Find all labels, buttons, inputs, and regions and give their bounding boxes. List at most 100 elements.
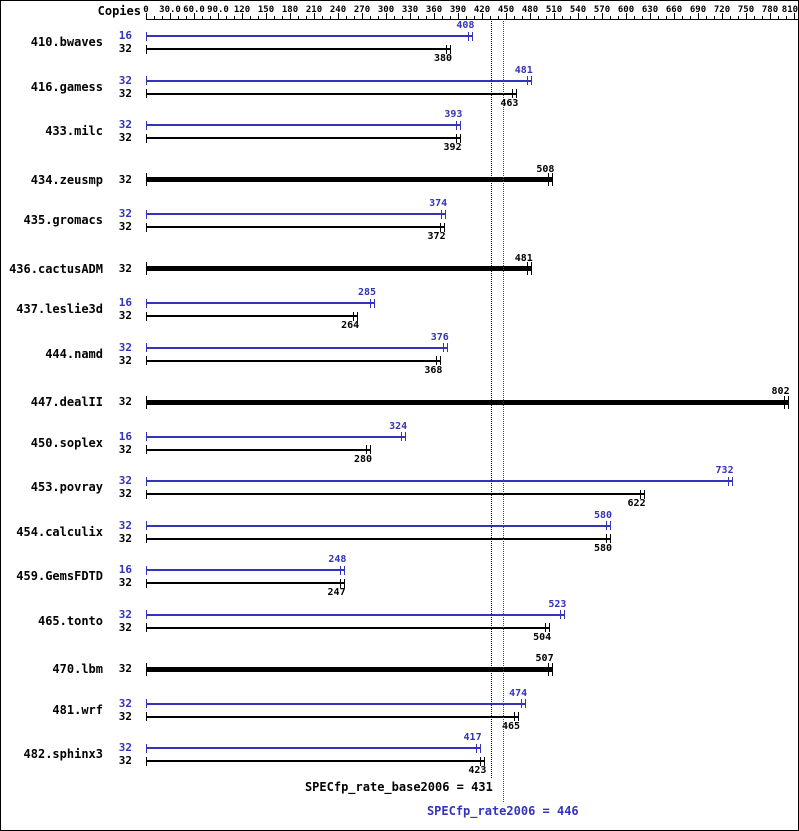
axis-major-tick [338,13,339,19]
bar-value-label: 481 [514,64,533,76]
bar-end-cap [530,76,532,85]
bar-start-cap [146,311,147,321]
axis-minor-tick [658,16,659,19]
copies-value: 32 [118,741,132,754]
axis-minor-tick [234,16,235,19]
bar-end-cap [401,432,403,441]
axis-tick-label: 810 [781,5,799,15]
bar-end-cap [549,623,551,632]
axis-minor-tick [562,16,563,19]
axis-major-tick [266,13,267,19]
axis-tick-label: 240 [329,5,347,15]
bar-start-cap [146,712,147,721]
axis-tick-label: 60.0 [183,5,205,15]
axis-tick-label: 390 [449,5,467,15]
bar-end-cap [460,120,462,130]
copies-value: 32 [118,607,132,621]
benchmark-label: 433.milc [45,124,103,138]
bar-end-cap [560,610,562,619]
copies-value: 32 [118,42,132,55]
bar-value-label: 285 [357,287,376,298]
axis-tick-label: 0 [143,5,149,15]
axis-minor-tick [514,16,515,19]
result-bar-base [146,137,460,139]
copies-value: 16 [118,563,132,576]
axis-tick-label: 720 [713,5,731,15]
bar-start-cap [146,44,147,54]
bar-end-cap [552,173,554,186]
axis-tick-label: 270 [353,5,371,15]
bar-value-label: 393 [444,109,463,120]
result-bar-peak [146,524,610,527]
benchmark-label: 470.lbm [52,662,103,676]
result-bar-peak [146,747,480,749]
bar-end-cap [564,610,566,619]
axis-minor-tick [282,16,283,19]
bar-start-cap [146,89,147,98]
axis-minor-tick [154,16,155,19]
axis-minor-tick [594,16,595,19]
copies-value: 32 [118,131,132,144]
copies-value: 32 [118,620,132,634]
bar-value-label: 507 [535,653,554,664]
bar-value-label: 463 [500,97,519,109]
axis-minor-tick [354,16,355,19]
result-bar-peak [146,302,374,304]
axis-minor-tick [682,16,683,19]
benchmark-label: 453.povray [30,480,103,494]
axis-major-tick [482,13,483,19]
axis-minor-tick [778,16,779,19]
copies-value: 32 [118,487,132,500]
bar-end-cap [472,31,474,41]
bar-value-label: 802 [771,386,790,397]
result-bar-base [146,359,441,362]
result-bar-base [146,582,344,584]
result-bar-peak [146,213,446,215]
axis-minor-tick [226,16,227,19]
axis-minor-tick [570,16,571,19]
axis-major-tick [290,13,291,19]
axis-tick-label: 210 [305,5,323,15]
axis-tick-label: 330 [401,5,419,15]
base-mean-line [490,19,492,778]
axis-minor-tick [250,16,251,19]
bar-start-cap [146,262,147,275]
bar-value-label: 474 [509,687,528,699]
axis-minor-tick [634,16,635,19]
copies-value: 32 [118,576,132,589]
benchmark-label: 410.bwaves [30,35,103,49]
bar-end-cap [610,521,611,530]
copies-value: 16 [118,296,132,309]
axis-tick-label: 750 [737,5,755,15]
result-bar-peak [146,124,461,126]
axis-tick-label: 600 [617,5,635,15]
axis-minor-tick [306,16,307,19]
axis-tick-label: 120 [233,5,251,15]
result-bar-peak [146,480,732,482]
axis-major-tick [530,13,531,19]
bar-end-cap [445,209,447,219]
bar-end-cap [610,534,611,543]
axis-minor-tick [418,16,419,19]
bar-start-cap [146,343,147,352]
result-bar-peak [146,569,345,571]
bar-end-cap [468,31,470,41]
bar-end-cap [727,476,729,486]
result-bar-peak [146,435,406,438]
benchmark-label: 444.namd [45,346,103,361]
bar-end-cap [344,565,346,575]
copies-value: 32 [118,662,132,675]
bar-value-label: 423 [468,765,487,776]
axis-tick-label: 780 [761,5,779,15]
axis-minor-tick [754,16,755,19]
axis-minor-tick [522,16,523,19]
axis-major-tick [314,13,315,19]
bar-value-label: 481 [514,252,533,264]
bar-end-cap [405,432,407,441]
axis-tick-label: 90.0 [207,5,229,15]
bar-start-cap [146,623,147,632]
result-bar-base [146,92,517,95]
axis-major-tick [458,13,459,19]
bar-end-cap [787,395,789,409]
